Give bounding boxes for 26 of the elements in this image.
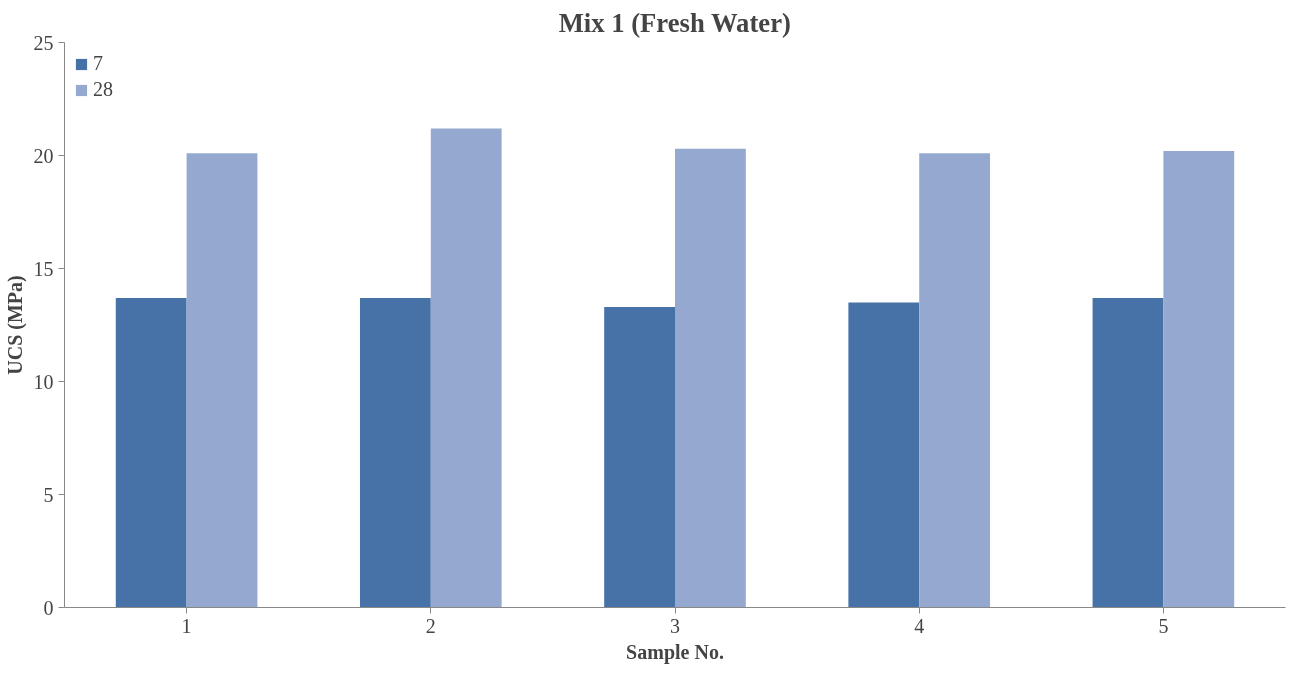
y-tick-label: 10 — [33, 370, 54, 393]
y-tick-label: 20 — [33, 144, 54, 167]
bar — [848, 302, 920, 608]
y-tick-label: 25 — [33, 31, 54, 54]
bar — [604, 306, 675, 608]
bar — [675, 148, 746, 608]
x-tick-label: 1 — [181, 614, 192, 637]
bar — [919, 153, 991, 608]
y-tick-label: 15 — [33, 257, 54, 280]
legend-label: 28 — [93, 78, 113, 101]
y-tick-label: 0 — [43, 596, 54, 619]
bar — [430, 128, 502, 608]
y-axis-title: UCS (MPa) — [3, 275, 27, 375]
bar — [359, 297, 431, 608]
x-tick-label: 3 — [670, 614, 680, 637]
y-tick-label: 5 — [43, 483, 54, 506]
legend-label: 7 — [93, 52, 104, 75]
x-tick-label: 2 — [425, 614, 436, 637]
bar — [186, 153, 258, 608]
bar — [115, 297, 187, 608]
chart-title: Mix 1 (Fresh Water) — [558, 7, 791, 38]
x-tick-label: 5 — [1158, 614, 1169, 637]
x-axis-title: Sample No. — [626, 640, 724, 664]
bar — [1163, 150, 1235, 608]
bar — [1092, 297, 1164, 608]
x-tick-label: 4 — [914, 614, 925, 637]
